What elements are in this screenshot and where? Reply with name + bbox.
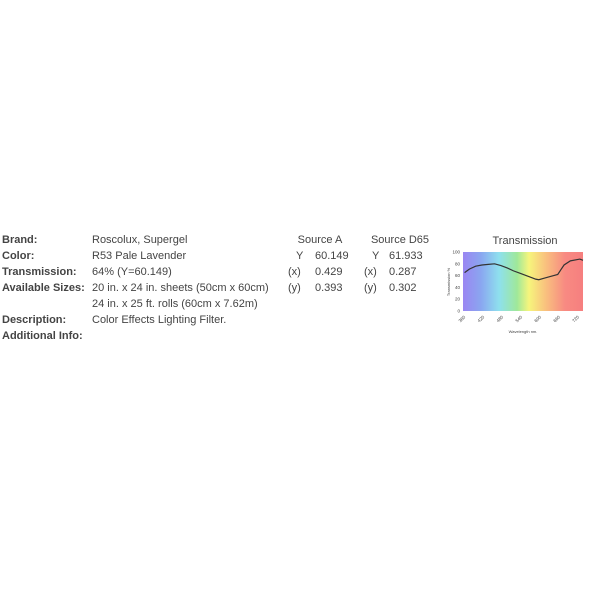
plot-area	[463, 252, 583, 311]
Y-label: Y	[372, 250, 380, 262]
field-value: 24 in. x 25 ft. rolls (60cm x 7.62m)	[92, 298, 258, 310]
x-tick-label: 420	[476, 314, 485, 323]
y-value: 0.393	[315, 282, 343, 294]
chart-title: Transmission	[493, 235, 558, 247]
y-tick-label: 60	[455, 273, 461, 278]
x-label: (x)	[288, 266, 301, 278]
field-label: Transmission:	[2, 266, 77, 278]
Y-value: 60.149	[315, 250, 349, 262]
x-tick-label: 540	[514, 314, 523, 323]
source-title: Source A	[297, 234, 343, 246]
y-axis-label: Transmission %	[446, 267, 451, 296]
Y-label: Y	[296, 250, 304, 262]
y-value: 0.302	[389, 282, 417, 294]
Y-value: 61.933	[389, 250, 423, 262]
y-tick-label: 20	[455, 297, 461, 302]
x-tick-label: 480	[495, 314, 504, 323]
y-tick-label: 80	[455, 261, 461, 266]
field-label: Description:	[2, 314, 67, 326]
x-axis-label: Wavelength nm.	[509, 329, 538, 334]
field-value: 64% (Y=60.149)	[92, 266, 172, 278]
field-value: 20 in. x 24 in. sheets (50cm x 60cm)	[92, 282, 269, 294]
field-label: Color:	[2, 250, 35, 262]
x-value: 0.287	[389, 266, 417, 278]
x-tick-label: 720	[571, 314, 580, 323]
x-tick-label: 660	[552, 314, 561, 323]
y-label: (y)	[364, 282, 377, 294]
transmission-chart: Transmission 0 20 40 60 80 100 360 420 480 540 600…	[446, 235, 584, 334]
y-tick-label: 40	[455, 285, 461, 290]
x-value: 0.429	[315, 266, 343, 278]
x-tick-label: 600	[533, 314, 542, 323]
y-tick-label: 100	[452, 250, 460, 255]
field-label: Brand:	[2, 234, 38, 246]
field-value: Color Effects Lighting Filter.	[92, 314, 227, 326]
y-tick-label: 0	[457, 309, 460, 314]
field-value: R53 Pale Lavender	[92, 250, 187, 262]
transmission-line	[464, 258, 584, 281]
source-title: Source D65	[370, 234, 430, 246]
field-label: Additional Info:	[2, 330, 83, 342]
y-label: (y)	[288, 282, 301, 294]
x-label: (x)	[364, 266, 377, 278]
field-label: Available Sizes:	[2, 282, 85, 294]
field-value: Roscolux, Supergel	[92, 234, 188, 246]
x-tick-label: 360	[458, 314, 467, 323]
